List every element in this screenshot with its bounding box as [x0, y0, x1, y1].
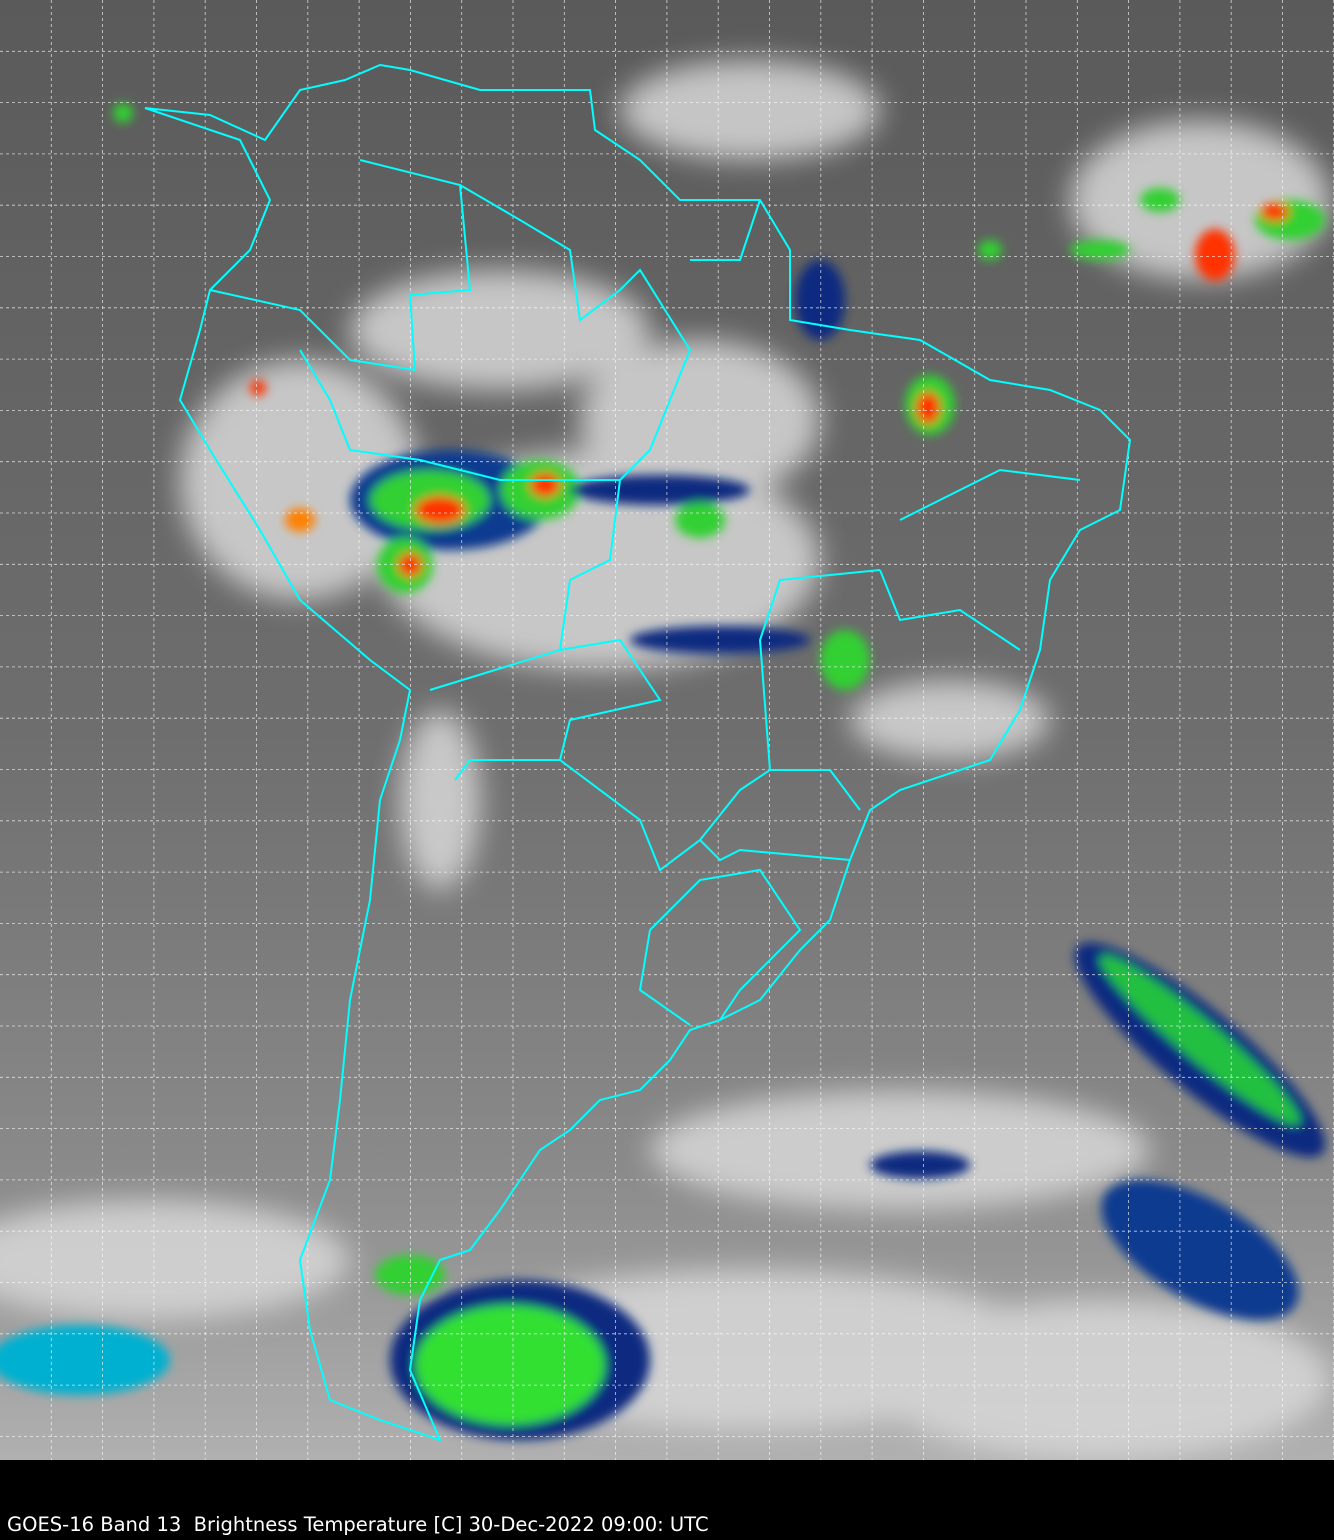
convective-cells: [0, 103, 1326, 1440]
south-america-coastline: [144, 63, 1132, 1442]
satellite-image: [0, 0, 1334, 1460]
image-caption: GOES-16 Band 13 Brightness Temperature […: [7, 1513, 709, 1536]
lat-lon-grid: [0, 0, 1334, 1460]
internal-borders: [209, 159, 1081, 1026]
country-borders: [144, 63, 1132, 1442]
